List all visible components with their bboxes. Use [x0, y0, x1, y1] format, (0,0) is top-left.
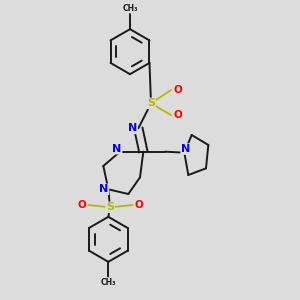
- Text: N: N: [99, 184, 109, 194]
- Text: N: N: [112, 144, 122, 154]
- Text: N: N: [181, 144, 190, 154]
- Text: O: O: [77, 200, 86, 210]
- Text: O: O: [173, 85, 182, 95]
- Text: N: N: [128, 123, 137, 133]
- Text: S: S: [147, 98, 155, 108]
- Text: O: O: [135, 200, 144, 210]
- Text: CH₃: CH₃: [122, 4, 138, 13]
- Text: O: O: [173, 110, 182, 120]
- Text: S: S: [106, 202, 114, 212]
- Text: CH₃: CH₃: [100, 278, 116, 287]
